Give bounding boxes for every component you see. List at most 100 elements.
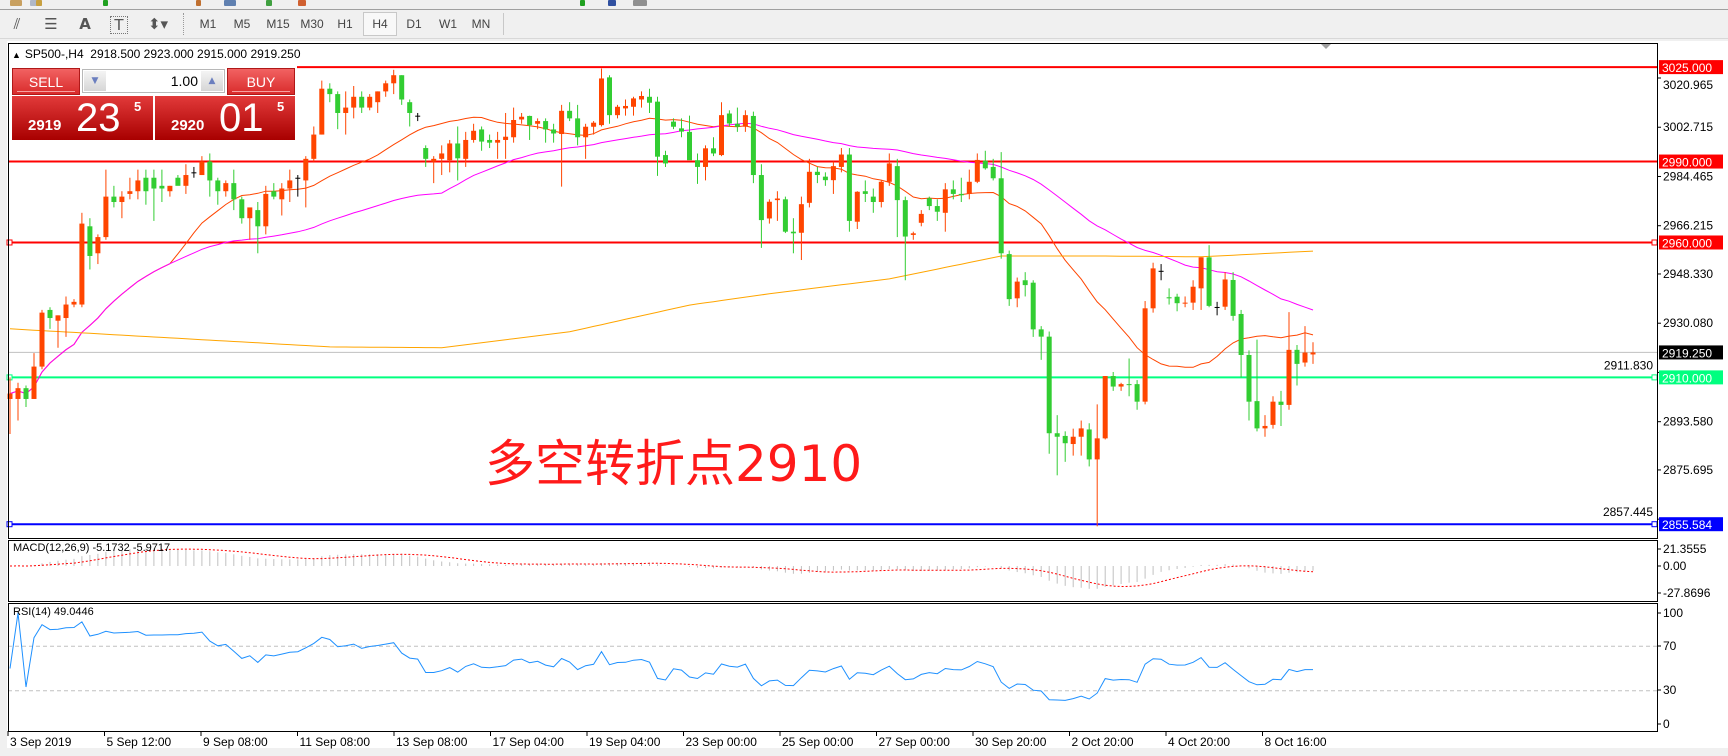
candle xyxy=(766,199,772,224)
candle xyxy=(1022,272,1028,297)
candle xyxy=(966,169,972,200)
collapse-triangle-icon[interactable]: ▲ xyxy=(12,50,21,60)
timeframe-d1-button[interactable]: D1 xyxy=(406,17,422,31)
buy-button[interactable]: BUY xyxy=(227,68,295,95)
fibonacci-expansion-icon[interactable]: ⫽ xyxy=(13,15,21,33)
price-tick-label: 2930.080 xyxy=(1663,316,1713,330)
candle xyxy=(7,377,13,435)
candle xyxy=(447,139,453,173)
lot-decrease-icon[interactable]: ▼ xyxy=(84,71,106,91)
candle-body xyxy=(351,96,357,108)
toolbar-icon[interactable] xyxy=(608,0,616,6)
candle xyxy=(942,183,948,232)
timeframe-m30-button[interactable]: M30 xyxy=(300,17,324,31)
toolbar-icon[interactable] xyxy=(580,0,585,6)
candle xyxy=(191,166,197,178)
candle-body xyxy=(719,115,724,156)
timeframe-m5-button[interactable]: M5 xyxy=(233,17,251,31)
candle-body xyxy=(487,139,493,143)
level-anchor-handle[interactable] xyxy=(1651,239,1658,246)
sell-price-box[interactable]: 2919 23 5 xyxy=(12,96,153,140)
candle xyxy=(15,382,21,421)
candle-body xyxy=(782,199,788,232)
candle xyxy=(239,196,245,224)
buy-price-box[interactable]: 2920 01 5 xyxy=(155,96,295,140)
time-axis-label: 5 Sep 12:00 xyxy=(107,735,172,749)
fibonacci-fan-icon[interactable]: ☰ xyxy=(44,15,58,33)
timeframe-m1-button[interactable]: M1 xyxy=(199,17,217,31)
drawing-toolbar: ⫽ ☰ A T ⬍▾ M1 M5 M15 M30 H1 H4 D1 W1 MN xyxy=(0,10,1728,39)
candle-body xyxy=(615,106,620,116)
lot-increase-icon[interactable]: ▲ xyxy=(201,71,223,91)
timeframe-h1-button[interactable]: H1 xyxy=(337,17,353,31)
chart-header: ▲ SP500-,H4 2918.500 2923.000 2915.000 29… xyxy=(12,47,301,61)
timeframe-w1-button[interactable]: W1 xyxy=(439,17,457,31)
level-price-tag xyxy=(1659,60,1723,75)
candle-body xyxy=(726,113,732,124)
candle-body xyxy=(974,159,980,182)
candle xyxy=(111,185,117,208)
candle-body xyxy=(343,107,349,113)
text-icon[interactable]: A xyxy=(79,15,91,33)
candle xyxy=(399,75,405,105)
timeframe-m15-button[interactable]: M15 xyxy=(266,17,290,31)
arrows-dropdown-icon[interactable]: ⬍▾ xyxy=(147,15,169,33)
candle xyxy=(1094,404,1100,527)
candle xyxy=(55,315,61,348)
candle xyxy=(63,296,69,337)
level-price-tag xyxy=(1659,517,1723,532)
candle xyxy=(103,169,109,240)
toolbar-icon[interactable] xyxy=(298,0,306,6)
candle xyxy=(1062,431,1068,462)
candle-body xyxy=(711,148,716,154)
candle-body xyxy=(1102,376,1108,439)
toolbar-icon[interactable] xyxy=(103,0,108,6)
candle-body xyxy=(583,126,589,138)
candle-body xyxy=(71,301,77,305)
macd-axis-label: 0.00 xyxy=(1663,559,1687,573)
candle-body xyxy=(1278,401,1284,405)
rsi-line xyxy=(9,612,1313,701)
candle-body xyxy=(982,160,988,169)
level-anchor-handle[interactable] xyxy=(1651,521,1658,528)
lot-size-input[interactable]: 1.00 xyxy=(170,73,198,89)
macd-axis-label: 21.3555 xyxy=(1663,542,1707,556)
candle xyxy=(1302,326,1308,367)
toolbar-icon[interactable] xyxy=(36,0,42,6)
candle xyxy=(655,96,660,176)
toolbar-icon[interactable] xyxy=(224,0,236,6)
candle-body xyxy=(806,171,812,203)
candle-body xyxy=(1070,436,1076,445)
candle-body xyxy=(551,129,557,134)
main-chart-frame xyxy=(8,43,1658,539)
toolbar-icon[interactable] xyxy=(10,0,22,6)
candle-body xyxy=(1302,352,1308,363)
candle xyxy=(215,177,221,205)
candle xyxy=(175,175,181,186)
candle-body xyxy=(990,166,996,179)
toolbar-icon[interactable] xyxy=(266,0,272,6)
candle-body xyxy=(439,153,445,159)
level-anchor-handle[interactable] xyxy=(1651,374,1658,381)
text-label-icon[interactable]: T xyxy=(110,16,128,34)
candle xyxy=(910,231,916,240)
candle-body xyxy=(87,226,93,256)
time-axis-label: 23 Sep 00:00 xyxy=(686,735,758,749)
candle-body xyxy=(910,233,916,235)
candle xyxy=(687,115,692,161)
timeframe-mn-button[interactable]: MN xyxy=(471,17,491,31)
toolbar-icon[interactable] xyxy=(633,0,647,6)
price-tick-label: 2875.695 xyxy=(1663,463,1713,477)
toolbar-icon[interactable] xyxy=(196,0,201,6)
level-anchor-handle[interactable] xyxy=(6,239,13,246)
candle xyxy=(87,218,93,270)
candle xyxy=(375,91,381,113)
candle xyxy=(391,69,397,95)
timeframe-h4-button[interactable]: H4 xyxy=(363,12,397,36)
toolbar-separator xyxy=(503,13,505,35)
candle-body xyxy=(263,193,269,227)
sell-button[interactable]: SELL xyxy=(12,68,80,95)
chart-shift-marker-icon[interactable] xyxy=(1321,44,1331,49)
level-anchor-handle[interactable] xyxy=(6,521,13,528)
